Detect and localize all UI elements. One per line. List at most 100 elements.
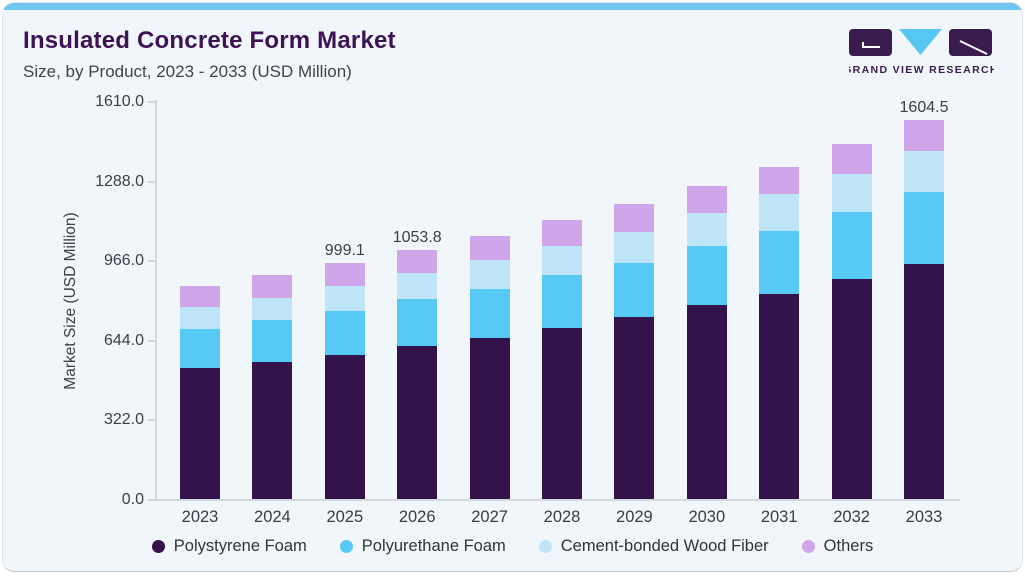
- y-tick-label: 1610.0: [95, 93, 144, 110]
- legend-label: Polyurethane Foam: [361, 537, 506, 555]
- legend-color-dot: [538, 540, 552, 553]
- bar-segment: [686, 185, 727, 214]
- x-tick-label: 2032: [833, 508, 870, 526]
- x-tick-label: 2030: [688, 508, 726, 526]
- x-tick-label: 2027: [471, 508, 508, 526]
- x-tick-label: 2031: [760, 508, 798, 526]
- bar-2025: [324, 263, 365, 499]
- bar-segment: [542, 219, 582, 246]
- legend-color-dot: [151, 540, 165, 553]
- grand-view-research-logo: GRAND VIEW RESEARCH: [849, 29, 994, 76]
- bar-2027: [469, 235, 510, 499]
- bar-segment: [831, 174, 872, 213]
- x-tick-label: 2028: [543, 508, 581, 526]
- bar-segment: [904, 192, 944, 265]
- top-accent-bar: [3, 3, 1022, 10]
- y-axis-title: Market Size (USD Million): [62, 212, 79, 390]
- logo-g-mark: [849, 29, 892, 56]
- bar-2030: [686, 185, 727, 499]
- legend-color-dot: [339, 540, 353, 553]
- bar-segment: [180, 285, 220, 308]
- y-tick-mark: [148, 339, 156, 342]
- y-tick-mark: [148, 180, 156, 183]
- bar-segment: [469, 235, 510, 261]
- bar-segment: [614, 262, 655, 318]
- y-tick-mark: [148, 260, 156, 263]
- bar-segment: [686, 245, 727, 305]
- bar-2028: [542, 219, 582, 499]
- bar-segment: [904, 120, 944, 152]
- y-tick-mark: [148, 101, 156, 103]
- bar-segment: [324, 311, 365, 356]
- bar-segment: [542, 328, 582, 499]
- bar-segment: [469, 337, 510, 499]
- bar-segment: [759, 293, 800, 499]
- x-tick-label: 2029: [616, 508, 653, 526]
- bar-segment: [904, 151, 944, 193]
- bar-total-label: 999.1: [324, 242, 365, 259]
- bar-segment: [759, 230, 800, 294]
- logo-v-mark: [899, 29, 942, 55]
- legend-label: Cement-bonded Wood Fiber: [560, 537, 769, 555]
- bar-segment: [614, 204, 655, 232]
- bar-segment: [252, 275, 293, 299]
- bar-2023: [180, 285, 220, 499]
- bar-2024: [252, 275, 293, 499]
- bar-segment: [614, 317, 655, 499]
- bar-segment: [831, 279, 872, 499]
- page-subtitle: Size, by Product, 2023 - 2033 (USD Milli…: [23, 62, 352, 81]
- bar-2029: [614, 204, 655, 499]
- bar-segment: [180, 307, 220, 329]
- legend-item-polystyrene-foam: Polystyrene Foam: [151, 537, 307, 556]
- bar-segment: [759, 194, 800, 231]
- bar-segment: [252, 320, 293, 363]
- y-tick-mark: [148, 499, 156, 501]
- legend-label: Polystyrene Foam: [173, 537, 307, 555]
- bar-segment: [686, 213, 727, 246]
- bar-segment: [831, 212, 872, 280]
- bar-segment: [831, 143, 872, 175]
- y-tick-mark: [148, 419, 156, 422]
- bar-2026: [397, 250, 438, 499]
- bar-segment: [397, 346, 438, 499]
- bar-segment: [686, 304, 727, 499]
- page-title: Insulated Concrete Form Market: [23, 27, 396, 54]
- y-tick-label: 0.0: [121, 491, 144, 508]
- bar-2033: [904, 120, 944, 499]
- bar-segment: [180, 328, 220, 368]
- bar-segment: [252, 362, 293, 499]
- y-tick-label: 1288.0: [95, 172, 144, 190]
- bar-2032: [831, 143, 872, 499]
- y-axis-line: [155, 100, 157, 501]
- bar-segment: [324, 286, 365, 312]
- bar-segment: [469, 260, 510, 290]
- logo-wordmark: GRAND VIEW RESEARCH: [849, 64, 994, 76]
- bar-segment: [180, 367, 220, 499]
- bar-total-label: 1604.5: [899, 99, 949, 116]
- bar-segment: [759, 166, 800, 195]
- bar-segment: [397, 273, 438, 300]
- legend-label: Others: [823, 537, 874, 555]
- bar-segment: [469, 289, 510, 338]
- legend-item-cement-bonded-wood-fiber: Cement-bonded Wood Fiber: [538, 537, 769, 556]
- bar-segment: [324, 355, 365, 499]
- bar-total-label: 1053.8: [392, 229, 442, 247]
- y-tick-label: 966.0: [103, 252, 144, 270]
- x-tick-label: 2024: [254, 508, 291, 526]
- legend: Polystyrene Foam Polyurethane Foam Cement-…: [0, 537, 1025, 556]
- bar-segment: [614, 231, 655, 263]
- bar-segment: [904, 264, 944, 499]
- legend-item-polyurethane-foam: Polyurethane Foam: [339, 537, 506, 556]
- bar-segment: [397, 299, 438, 347]
- x-tick-label: 2023: [181, 508, 219, 526]
- x-axis-line: [155, 499, 960, 501]
- y-tick-label: 644.0: [103, 331, 144, 349]
- x-tick-label: 2025: [326, 508, 364, 526]
- legend-color-dot: [801, 540, 815, 553]
- y-tick-label: 322.0: [103, 411, 144, 429]
- bar-segment: [397, 250, 438, 274]
- bar-segment: [324, 263, 365, 287]
- bar-segment: [252, 298, 293, 321]
- x-tick-label: 2026: [398, 508, 436, 526]
